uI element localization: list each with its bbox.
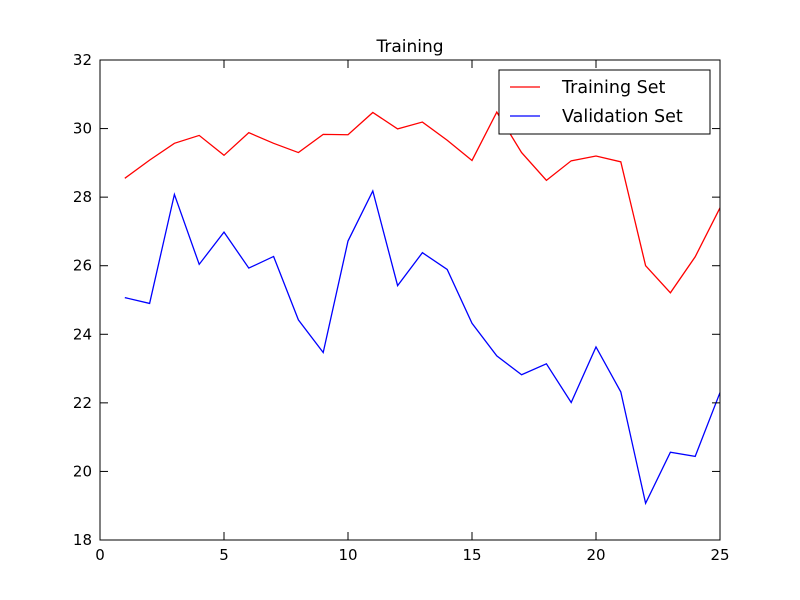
x-tick-label: 10 xyxy=(338,546,357,564)
y-tick-label: 20 xyxy=(73,462,92,480)
series-line-validation-set xyxy=(124,189,721,506)
legend-label: Validation Set xyxy=(562,107,683,127)
x-tick-label: 25 xyxy=(710,546,729,564)
legend-box xyxy=(498,69,711,135)
series-layer xyxy=(124,110,721,506)
y-tick-label: 18 xyxy=(73,531,92,549)
x-tick-label: 20 xyxy=(586,546,605,564)
series-line-training-set xyxy=(124,110,721,294)
axis-layer: 0 5 10 15 20 25 18 20 22 24 26 28 30 32 xyxy=(73,51,730,564)
chart-title: Training xyxy=(375,37,443,57)
plot-frame xyxy=(99,59,721,541)
y-tick-label: 24 xyxy=(73,325,92,343)
y-tick-label: 32 xyxy=(73,51,92,69)
y-tick-label: 26 xyxy=(73,257,92,275)
legend: Training Set Validation Set xyxy=(498,69,711,135)
y-tick-label: 22 xyxy=(73,394,92,412)
x-tick-label: 5 xyxy=(219,546,229,564)
legend-label: Training Set xyxy=(561,78,665,98)
x-tick-label: 0 xyxy=(95,546,105,564)
y-tick-label: 30 xyxy=(73,120,92,138)
plot-area xyxy=(100,60,720,540)
x-tick-label: 15 xyxy=(462,546,481,564)
y-tick-label: 28 xyxy=(73,188,92,206)
